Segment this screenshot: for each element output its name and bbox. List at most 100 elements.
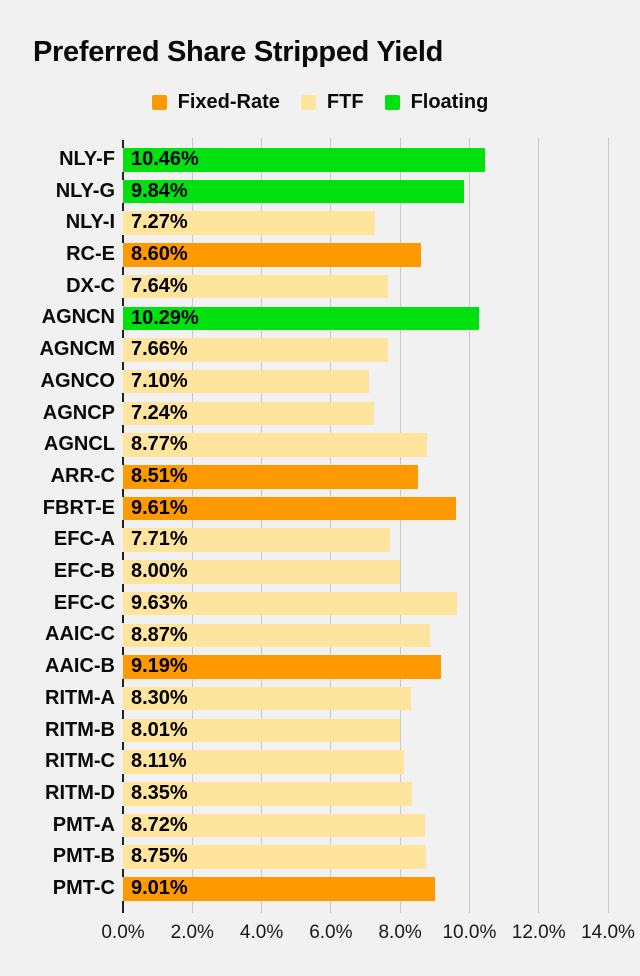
bar-AGNCO: 7.10% bbox=[123, 369, 369, 394]
bar-value: 8.77% bbox=[131, 433, 188, 456]
bar-label-NLY-F: NLY-F bbox=[59, 147, 115, 170]
bar-FBRT-E: 9.61% bbox=[123, 496, 456, 521]
chart-title: Preferred Share Stripped Yield bbox=[33, 36, 444, 68]
x-axis-tick-label: 4.0% bbox=[239, 922, 284, 943]
bar-label-AAIC-B: AAIC-B bbox=[45, 655, 115, 678]
y-axis-tick bbox=[122, 900, 124, 913]
y-axis-tick bbox=[122, 710, 124, 719]
bar-label-DX-C: DX-C bbox=[66, 274, 115, 297]
bar-RITM-B: 8.01% bbox=[123, 718, 401, 743]
bar-label-AGNCO: AGNCO bbox=[40, 369, 115, 392]
y-axis-tick bbox=[122, 425, 124, 434]
y-axis-tick bbox=[122, 266, 124, 275]
bar-value: 8.30% bbox=[131, 686, 188, 709]
x-axis-tick-label: 6.0% bbox=[309, 922, 353, 943]
gridline-14.0% bbox=[607, 138, 609, 913]
fixed-swatch-icon bbox=[151, 95, 167, 110]
y-axis-tick bbox=[122, 615, 124, 624]
bar-RC-E: 8.60% bbox=[123, 243, 421, 267]
ftf-swatch-icon bbox=[300, 95, 316, 110]
x-axis-tick-label: 10.0% bbox=[442, 922, 497, 943]
bar-PMT-A: 8.72% bbox=[123, 813, 426, 838]
gridline-4.0% bbox=[261, 138, 263, 913]
bar-value: 9.61% bbox=[131, 496, 188, 519]
bar-value: 8.51% bbox=[131, 465, 188, 487]
bar-label-NLY-G: NLY-G bbox=[55, 179, 115, 202]
y-axis-tick bbox=[122, 139, 124, 148]
y-axis-tick bbox=[122, 203, 124, 212]
bar-NLY-F: 10.46% bbox=[123, 148, 486, 172]
bar-value: 7.71% bbox=[131, 528, 188, 551]
bar-value: 7.64% bbox=[131, 274, 188, 297]
bar-value: 8.72% bbox=[131, 813, 188, 836]
legend-item-ftf: FTF bbox=[300, 91, 364, 114]
x-axis-tick-label: 14.0% bbox=[581, 922, 635, 943]
legend: Fixed-Rate FTF Floating bbox=[0, 91, 640, 114]
x-axis-tick-label: 8.0% bbox=[378, 922, 422, 943]
bar-value: 9.84% bbox=[131, 179, 188, 202]
legend-label: Floating bbox=[410, 91, 489, 113]
bar-PMT-C: 9.01% bbox=[123, 877, 436, 901]
y-axis-tick bbox=[122, 742, 124, 751]
bar-label-RITM-C: RITM-C bbox=[45, 750, 115, 773]
y-axis-tick bbox=[122, 298, 124, 307]
bar-NLY-G: 9.84% bbox=[123, 179, 464, 204]
y-axis-tick bbox=[122, 583, 124, 592]
bar-value: 10.46% bbox=[131, 148, 199, 170]
bar-label-EFC-B: EFC-B bbox=[53, 560, 115, 582]
y-axis-tick bbox=[122, 234, 124, 244]
y-axis-tick bbox=[122, 678, 124, 687]
bar-value: 8.00% bbox=[131, 560, 188, 583]
legend-label: FTF bbox=[326, 91, 364, 113]
bar-RITM-C: 8.11% bbox=[123, 750, 404, 774]
y-axis-tick bbox=[122, 837, 124, 846]
gridline-2.0% bbox=[191, 138, 193, 913]
bar-AGNCP: 7.24% bbox=[123, 401, 374, 426]
bar-label-EFC-A: EFC-A bbox=[53, 528, 115, 551]
y-axis-tick bbox=[122, 456, 124, 465]
bar-value: 8.60% bbox=[131, 243, 188, 266]
bar-value: 8.01% bbox=[131, 718, 188, 741]
bar-label-PMT-C: PMT-C bbox=[52, 877, 115, 899]
y-axis-tick bbox=[122, 551, 124, 561]
bar-value: 7.27% bbox=[131, 211, 188, 234]
bar-value: 7.66% bbox=[131, 338, 188, 361]
gridline-6.0% bbox=[330, 138, 332, 913]
x-axis-tick-label: 0.0% bbox=[101, 922, 145, 943]
bar-EFC-C: 9.63% bbox=[123, 591, 457, 616]
bar-value: 8.11% bbox=[131, 750, 187, 773]
bar-ARR-C: 8.51% bbox=[123, 465, 418, 489]
bar-value: 7.10% bbox=[131, 369, 188, 392]
bar-label-AGNCP: AGNCP bbox=[42, 401, 115, 424]
bar-label-AGNCL: AGNCL bbox=[43, 433, 115, 456]
y-axis-tick bbox=[122, 520, 124, 529]
bar-value: 8.87% bbox=[131, 623, 188, 646]
bar-label-AGNCN: AGNCN bbox=[41, 306, 115, 329]
bar-EFC-B: 8.00% bbox=[123, 560, 401, 584]
bar-RITM-A: 8.30% bbox=[123, 686, 411, 711]
bar-value: 8.75% bbox=[131, 845, 188, 868]
bar-label-EFC-C: EFC-C bbox=[53, 591, 115, 614]
bar-value: 9.63% bbox=[131, 591, 188, 614]
y-axis-tick bbox=[122, 488, 124, 497]
x-axis-tick-label: 12.0% bbox=[511, 922, 566, 943]
gridline-12.0% bbox=[538, 138, 540, 913]
bar-label-NLY-I: NLY-I bbox=[65, 211, 115, 234]
bar-AAIC-B: 9.19% bbox=[123, 655, 442, 679]
bar-label-AAIC-C: AAIC-C bbox=[45, 623, 115, 646]
bar-DX-C: 7.64% bbox=[123, 274, 388, 299]
bar-label-RC-E: RC-E bbox=[66, 243, 115, 265]
y-axis-tick bbox=[122, 330, 124, 339]
bar-label-PMT-A: PMT-A bbox=[52, 813, 115, 836]
y-axis-tick bbox=[122, 868, 124, 878]
floating-swatch-icon bbox=[384, 95, 400, 110]
bar-AGNCM: 7.66% bbox=[123, 338, 389, 362]
bar-label-RITM-B: RITM-B bbox=[45, 718, 115, 741]
bar-label-AGNCM: AGNCM bbox=[39, 338, 115, 361]
y-axis-tick bbox=[122, 361, 124, 370]
bar-value: 7.24% bbox=[131, 401, 188, 424]
y-axis-tick bbox=[122, 805, 124, 814]
bar-label-ARR-C: ARR-C bbox=[50, 464, 115, 487]
